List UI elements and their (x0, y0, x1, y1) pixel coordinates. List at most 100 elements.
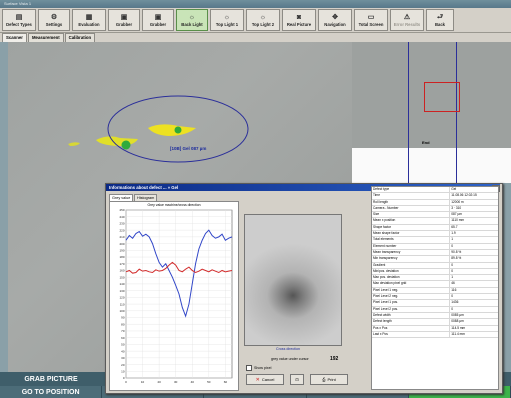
table-key: Mean shape factor (372, 231, 451, 237)
y-tick-label: 10 (121, 369, 125, 373)
y-tick-label: 150 (119, 275, 124, 279)
toolbar-button-label: Defect Types (6, 21, 32, 27)
y-tick-label: 240 (119, 215, 124, 219)
navigation-image[interactable]: End (352, 42, 511, 148)
x-tick-label: 20 (157, 380, 161, 384)
table-value: 11.08.06 12:02:15 (451, 193, 477, 198)
toolbar-button-real-picture[interactable]: ◙ Real Picture (282, 9, 316, 31)
tab-grey-value[interactable]: Grey value (109, 194, 134, 202)
defect-info-dialog: Informations about defect ... » Gel ✕ Gr… (105, 183, 503, 394)
table-key: Defect width (372, 312, 451, 319)
table-row: Mean shape factor 1.9 (372, 231, 498, 238)
nav-viewport-box[interactable] (424, 82, 460, 112)
view-tabs: Scanner Measurement Calibration (0, 33, 511, 42)
table-value: 1 (451, 275, 454, 280)
table-key: Time (372, 193, 451, 199)
y-tick-label: 80 (121, 322, 125, 326)
toolbar-button-settings[interactable]: ⚙ Settings (38, 9, 70, 31)
y-tick-label: 40 (121, 349, 125, 353)
toolbar-button-top-light-1[interactable]: ☼ Top Light 1 (210, 9, 244, 31)
defect-annotation: [10B] Gel 087 µm (170, 146, 207, 151)
table-value: 89.8 % (451, 256, 462, 261)
checkbox-box[interactable] (246, 365, 252, 371)
toolbar-button-label: Total Screen (358, 21, 384, 27)
cancel-button[interactable]: ✕ Cancel (246, 374, 284, 385)
fullscreen-button[interactable]: ⊡ (290, 374, 304, 385)
clipboard-icon: ▤ (15, 13, 23, 21)
toolbar-button-back[interactable]: ⮐ Back (426, 9, 454, 31)
go-to-position-button[interactable]: GO TO POSITION (0, 386, 103, 398)
y-tick-label: 30 (121, 356, 125, 360)
grab-picture-button[interactable]: GRAB PICTURE (24, 375, 78, 383)
toolbar-button-evaluation[interactable]: ▦ Evaluation (72, 9, 106, 31)
table-value: 1436 (451, 300, 459, 305)
table-key: Element number (372, 243, 451, 249)
toolbar-button-grabber[interactable]: ▣ Grabber (108, 9, 140, 31)
table-row: Defect length 0088 µm (372, 319, 498, 326)
table-value: 116 (451, 287, 457, 292)
table-row: Max deviation pixel grid 46 (372, 281, 498, 288)
table-key: Min transparency (372, 256, 451, 262)
table-value: 0 (451, 294, 454, 299)
nav-line-right (456, 148, 457, 183)
table-key: Size (372, 212, 451, 218)
table-row: Pos x Pos 114.5 mm (372, 325, 498, 332)
toolbar-button-error-results[interactable]: ⚠ Error Results (390, 9, 424, 31)
tab-measurement[interactable]: Measurement (27, 33, 64, 42)
light-icon: ☼ (259, 13, 267, 21)
table-row: Gradient 0 (372, 262, 498, 269)
show-pixel-label: Show pixel (254, 366, 272, 370)
table-row: Pixel Level 2 neg. 0 (372, 294, 498, 301)
gear-icon: ⚙ (50, 13, 58, 21)
toolbar-button-defect-types[interactable]: ▤ Defect Types (2, 9, 36, 31)
cancel-label: Cancel (261, 377, 275, 382)
toolbar-button-label: Back (434, 21, 445, 27)
back-icon: ⮐ (436, 13, 444, 21)
table-value: 1 (451, 237, 454, 242)
toolbar-button-label: Top Light 2 (251, 21, 275, 27)
x-tick-label: 30 (174, 380, 178, 384)
table-value: 12000 m (451, 199, 464, 204)
toolbar-button-label: Settings (45, 21, 63, 27)
table-key: Roll length (372, 199, 451, 205)
table-key: Pixel Level 2 neg. (372, 294, 451, 300)
table-row: Last x Pos 111.4 mm (372, 331, 498, 339)
table-row: Pixel Level 2 pos. 0 (372, 306, 498, 313)
tab-scanner[interactable]: Scanner (2, 33, 27, 42)
toolbar-button-total-screen[interactable]: ▭ Total Screen (354, 9, 388, 31)
table-value: 0 (451, 243, 454, 248)
table-key: Gradient (372, 262, 451, 268)
table-value: 111.4 mm (451, 331, 465, 336)
toolbar-button-navigation[interactable]: ✥ Navigation (318, 9, 352, 31)
y-tick-label: 160 (119, 269, 124, 273)
print-button[interactable]: ⎙ Print (310, 374, 348, 385)
toolbar-button-label: Real Picture (286, 21, 312, 27)
toolbar-button-back-light[interactable]: ☼ Back Light (176, 9, 208, 31)
y-tick-label: 230 (119, 222, 124, 226)
screen-icon: ▭ (367, 13, 375, 21)
cancel-icon: ✕ (255, 376, 260, 383)
table-value: 0088 µm (451, 319, 464, 324)
toolbar-button-top-light-2[interactable]: ☼ Top Light 2 (246, 9, 280, 31)
grabber-icon: ▣ (154, 13, 162, 21)
y-tick-label: 210 (119, 235, 124, 239)
tab-calibration[interactable]: Calibration (64, 33, 96, 42)
table-key: Max pos. deviation (372, 275, 451, 281)
toolbar-button-grabber[interactable]: ▣ Grabber (142, 9, 174, 31)
navigation-lower-pane (352, 148, 511, 183)
table-value: 90.8 % (451, 249, 462, 254)
y-tick-label: 70 (121, 329, 125, 333)
nav-line-left (408, 42, 409, 148)
x-tick-label: 10 (141, 380, 145, 384)
defect-marker-green (121, 140, 131, 150)
defect-grey-image (244, 214, 342, 346)
table-row: Pixel Level 1 pos. 1436 (372, 300, 498, 307)
fullscreen-icon: ⊡ (295, 377, 299, 382)
show-pixel-checkbox[interactable]: Show pixel (246, 365, 271, 371)
tab-histogram[interactable]: Histogram (134, 194, 158, 202)
table-value: 3 · 310 (451, 205, 462, 210)
y-tick-label: 0 (123, 376, 125, 380)
grabber-icon: ▣ (120, 13, 128, 21)
table-value: 65.7 (451, 224, 458, 229)
nav-line-left (408, 148, 409, 183)
